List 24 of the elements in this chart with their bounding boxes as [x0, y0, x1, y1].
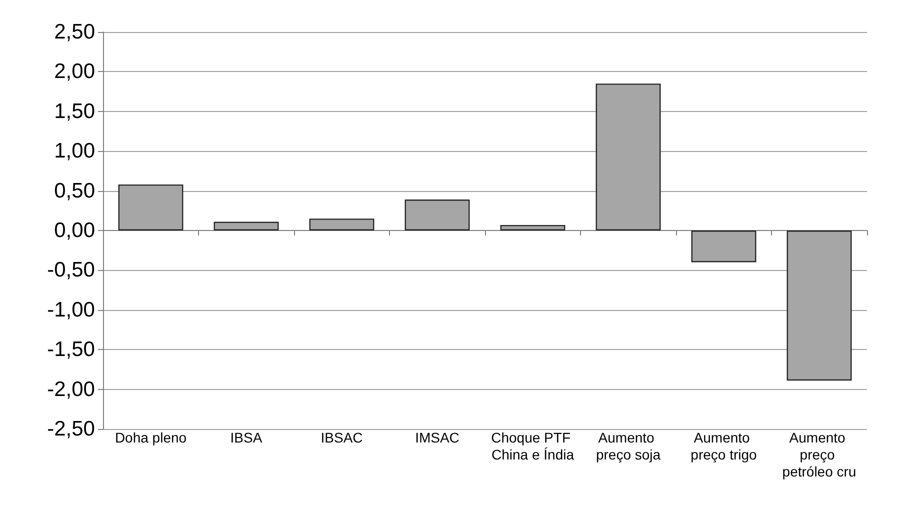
- y-tick-label: -0,50: [47, 258, 95, 282]
- x-tick-label: IMSAC: [415, 430, 460, 446]
- y-tick-label: -1,50: [47, 338, 95, 362]
- bar: [500, 224, 566, 230]
- y-tick-label: 2,00: [54, 60, 95, 84]
- y-tick-label: -2,50: [47, 418, 95, 440]
- x-tick-label: Aumento preço petróleo cru: [782, 430, 856, 480]
- bar: [309, 218, 374, 230]
- x-tick-label: Choque PTF China e Índia: [491, 430, 574, 462]
- x-tick-label: Aumento preço trigo: [690, 430, 758, 462]
- x-tick-label: Doha pleno: [114, 430, 187, 446]
- y-tick-label: -2,00: [47, 378, 95, 401]
- y-tick-label: -1,00: [47, 298, 95, 322]
- bar: [214, 222, 279, 230]
- x-tick-label: Aumento preço soja: [596, 430, 661, 462]
- y-tick-label: 0,50: [54, 179, 95, 202]
- bar: [691, 230, 756, 262]
- y-tick-label: 0,00: [54, 219, 95, 242]
- y-tick-label: 1,50: [54, 100, 95, 123]
- bar: [404, 200, 470, 230]
- y-tick-label: 1,00: [54, 140, 95, 163]
- y-tick-label: 2,50: [54, 20, 95, 44]
- x-tick-label: IBSA: [230, 430, 263, 446]
- x-tick-label: IBSAC: [320, 430, 363, 446]
